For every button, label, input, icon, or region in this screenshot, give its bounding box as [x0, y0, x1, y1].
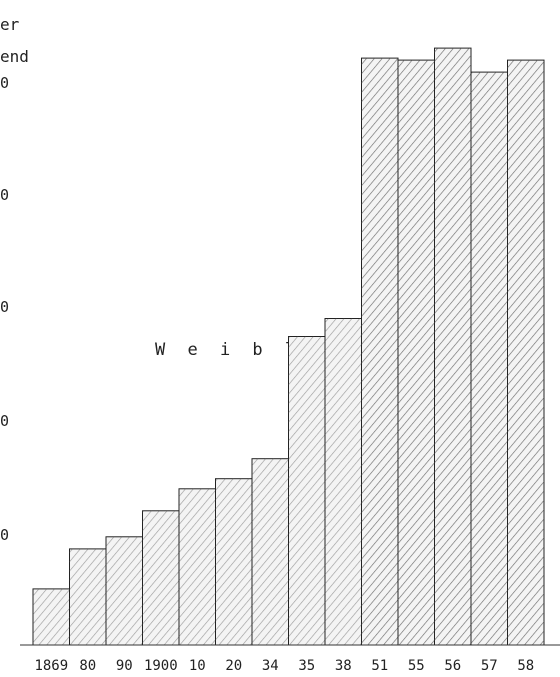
x-tick-label: 56 — [444, 658, 461, 674]
bar-hatch — [69, 548, 106, 645]
chart-title-line-1: er — [0, 15, 20, 34]
x-tick-label: 51 — [371, 658, 388, 674]
bar-hatch — [215, 478, 252, 645]
x-tick-label: 35 — [298, 658, 315, 674]
bar-hatch — [471, 72, 508, 646]
y-tick-label: 0 — [0, 412, 9, 430]
bar-hatch — [507, 60, 544, 646]
bar-hatch — [252, 458, 289, 645]
y-tick-label: 0 — [0, 186, 9, 204]
x-tick-label: 1869 — [34, 658, 68, 674]
x-tick-label: 80 — [79, 658, 96, 674]
bar-hatch — [398, 60, 435, 646]
bar-hatch — [288, 336, 325, 645]
bar-hatch — [33, 588, 70, 645]
x-tick-label: 20 — [225, 658, 242, 674]
x-tick-label: 1900 — [144, 658, 178, 674]
x-tick-label: 38 — [335, 658, 352, 674]
bar-hatch — [106, 536, 143, 645]
bar-hatch — [361, 58, 398, 646]
bar-hatch — [179, 488, 216, 645]
bar-hatch — [434, 48, 471, 646]
y-tick-label: 0 — [0, 298, 9, 316]
y-tick-label: 0 — [0, 74, 9, 92]
y-tick-label: 0 — [0, 526, 9, 544]
x-tick-label: 57 — [481, 658, 498, 674]
chart-title-line-2: end — [0, 47, 29, 66]
bar-hatch — [325, 318, 362, 645]
x-tick-label: 10 — [189, 658, 206, 674]
x-tick-label: 55 — [408, 658, 425, 674]
x-tick-label: 90 — [116, 658, 133, 674]
bar-hatch — [142, 510, 179, 645]
x-tick-label: 34 — [262, 658, 279, 674]
x-tick-label: 58 — [517, 658, 534, 674]
